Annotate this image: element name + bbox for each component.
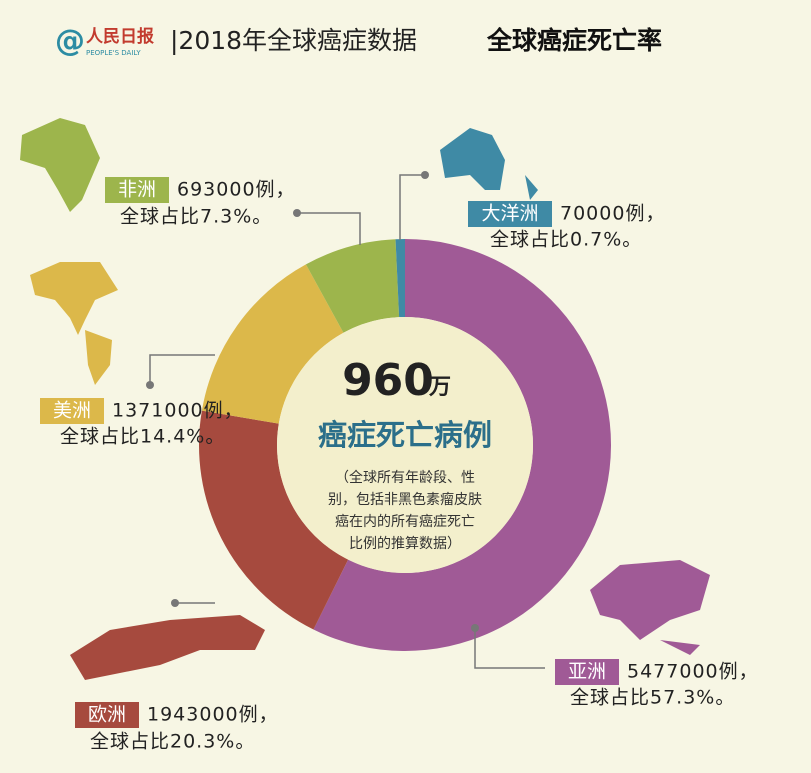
center-value: 960 <box>342 355 434 406</box>
note-line: （全球所有年龄段、性 <box>335 469 475 486</box>
center-unit: 万 <box>428 375 451 400</box>
logo-sub: PEOPLE'S DAILY <box>86 49 141 57</box>
donut-segment <box>313 239 611 651</box>
asia-map <box>590 560 710 655</box>
tag-box <box>555 659 619 685</box>
americas-map <box>30 262 118 385</box>
donut-segment <box>305 239 400 333</box>
category-label: 非洲 <box>118 179 156 201</box>
category-label: 亚洲 <box>568 661 606 683</box>
logo-at: @ <box>55 24 85 59</box>
category-label: 美洲 <box>53 400 91 422</box>
leader-dot <box>471 624 479 632</box>
tag-box <box>75 702 139 728</box>
donut <box>199 239 611 651</box>
title: |2018年全球癌症数据 <box>170 26 417 55</box>
donut-hole <box>277 317 533 573</box>
value-label: 1371000例， <box>112 400 244 422</box>
europe-map <box>70 615 265 680</box>
note-line: 比例的推算数据） <box>349 536 461 552</box>
leader-line <box>399 174 425 240</box>
share-label: 全球占比14.4%。 <box>60 426 225 448</box>
share-label: 全球占比20.3%。 <box>90 731 255 753</box>
leader-line <box>474 628 545 669</box>
donut-segment <box>201 264 344 424</box>
note-line: 别，包括非黑色素瘤皮肤 <box>328 491 482 508</box>
center-label: 癌症死亡病例 <box>318 418 492 452</box>
share-label: 全球占比0.7%。 <box>490 229 642 251</box>
tag-box <box>40 398 104 424</box>
tag-box <box>105 177 169 203</box>
maps <box>20 118 710 680</box>
value-label: 5477000例， <box>627 661 759 683</box>
leader-dot <box>146 381 154 389</box>
tag-box <box>468 201 552 227</box>
leader-dot <box>293 209 301 217</box>
donut-segment <box>199 410 349 630</box>
labels: 亚洲 5477000例， 全球占比57.3%。欧洲 1943000例， 全球占比20.3… <box>40 171 759 753</box>
oceania-map <box>440 128 538 200</box>
leaders <box>149 174 545 669</box>
category-label: 大洋洲 <box>481 203 538 225</box>
value-label: 1943000例， <box>147 704 279 726</box>
leader-dot <box>171 599 179 607</box>
category-label: 欧洲 <box>88 704 126 726</box>
share-label: 全球占比57.3%。 <box>570 687 735 709</box>
logo-name: 人民日报 <box>86 26 154 47</box>
subtitle: 全球癌症死亡率 <box>486 26 662 55</box>
value-label: 70000例， <box>560 203 665 225</box>
share-label: 全球占比7.3%。 <box>120 206 272 228</box>
value-label: 693000例， <box>177 179 296 201</box>
note-line: 癌在内的所有癌症死亡 <box>335 514 475 530</box>
leader-dot <box>421 171 429 179</box>
donut-segment <box>395 239 405 318</box>
africa-map <box>20 118 100 212</box>
leader-line <box>297 212 361 245</box>
leader-line <box>149 354 215 385</box>
